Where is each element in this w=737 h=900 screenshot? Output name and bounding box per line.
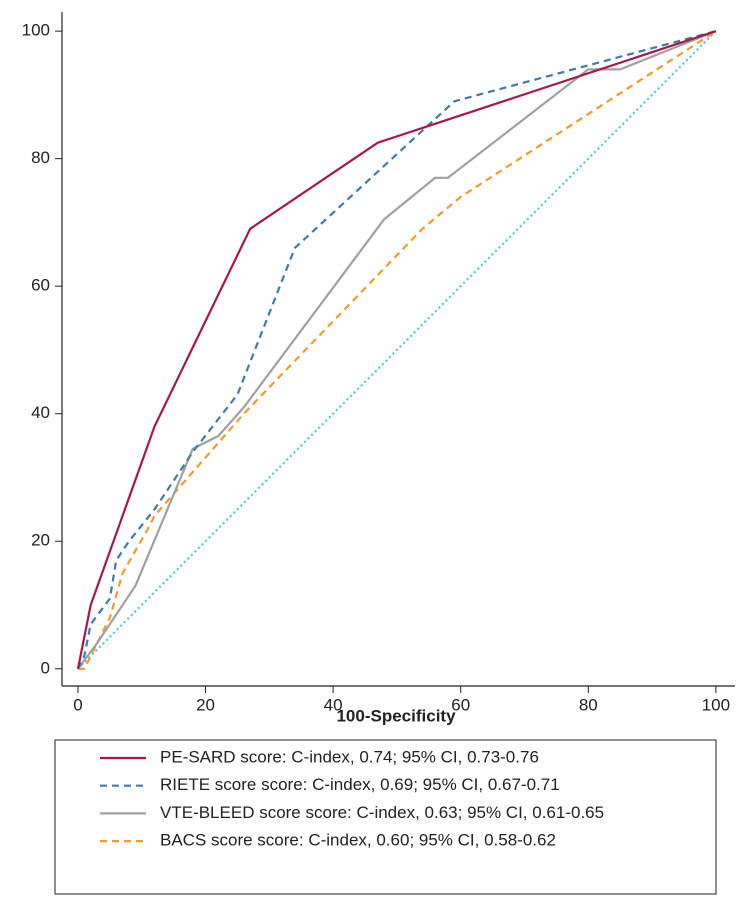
series-line: [77, 30, 717, 670]
legend-box: [54, 739, 717, 895]
y-tick-label: 80: [31, 148, 50, 167]
x-tick-label: 20: [196, 695, 215, 714]
y-tick-label: 20: [31, 531, 50, 550]
x-axis-title: 100-Specificity: [336, 706, 456, 725]
series-line: [77, 30, 717, 670]
y-tick-label: 0: [41, 658, 50, 677]
x-tick-label: 60: [451, 695, 470, 714]
series-line: [76, 30, 717, 669]
y-tick-label: 100: [22, 21, 50, 40]
x-tick-label: 80: [579, 695, 598, 714]
series-line: [76, 30, 717, 670]
legend-label: VTE-BLEED score score: C-index, 0.63; 95…: [160, 803, 604, 822]
legend-label: BACS score score: C-index, 0.60; 95% CI,…: [160, 831, 556, 850]
x-tick-label: 100: [702, 695, 730, 714]
x-tick-label: 0: [73, 695, 82, 714]
legend-label: PE-SARD score: C-index, 0.74; 95% CI, 0.…: [160, 747, 539, 766]
y-tick-label: 40: [31, 403, 50, 422]
y-tick-label: 60: [31, 276, 50, 295]
x-tick-label: 40: [324, 695, 343, 714]
legend-label: RIETE score score: C-index, 0.69; 95% CI…: [160, 775, 560, 794]
series-line: [77, 30, 717, 670]
